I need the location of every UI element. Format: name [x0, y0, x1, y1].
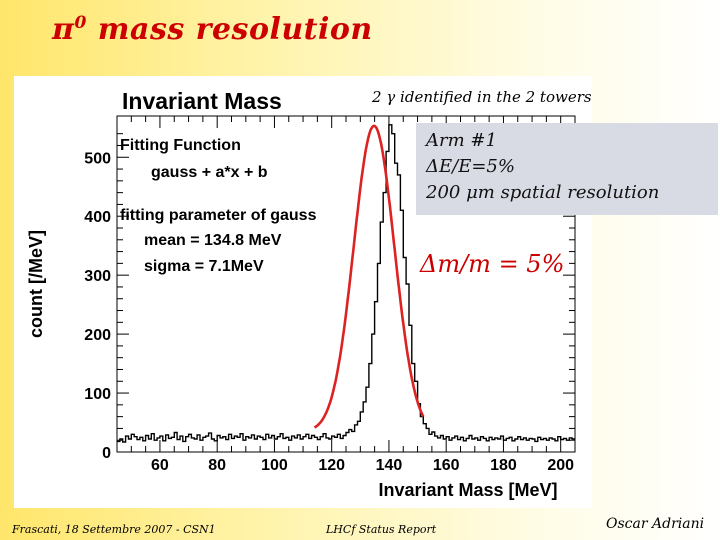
x-tick-label: 160 [433, 457, 460, 474]
title-rest: mass resolution [86, 12, 373, 47]
info-spatial-resolution: 200 μm spatial resolution [426, 182, 660, 203]
axis-tick-labels: 60 80 100 120 140 160 180 200 0 100 200 300 400 500 [84, 150, 574, 474]
chart-title: Invariant Mass [122, 88, 282, 114]
fit-info-legend: Fitting Function gauss + a*x + b fitting… [120, 137, 317, 275]
x-tick-label: 200 [547, 457, 574, 474]
x-tick-label: 100 [261, 457, 288, 474]
title-pi: π [52, 12, 75, 47]
y-tick-label: 400 [84, 209, 111, 226]
slide-title: π0 mass resolution [52, 12, 373, 47]
gauss-fit-curve [313, 124, 425, 429]
y-tick-label: 300 [84, 268, 111, 285]
y-tick-label: 500 [84, 150, 111, 167]
y-tick-label: 100 [84, 386, 111, 403]
histogram-series [117, 124, 575, 443]
y-tick-label: 0 [102, 445, 111, 462]
x-tick-label: 180 [490, 457, 517, 474]
detector-info-box: Arm #1 ΔE/E=5% 200 μm spatial resolution [416, 123, 718, 215]
footer-report: LHCf Status Report [326, 523, 437, 536]
fit-function-formula: gauss + a*x + b [151, 164, 268, 181]
mass-resolution-result: Δm/m = 5% [420, 250, 565, 278]
fit-mean: mean = 134.8 MeV [144, 232, 282, 249]
title-superscript: 0 [74, 13, 87, 33]
x-tick-label: 80 [208, 457, 226, 474]
photon-note: 2 γ identified in the 2 towers [372, 88, 592, 106]
y-tick-label: 200 [84, 327, 111, 344]
fit-sigma: sigma = 7.1MeV [144, 258, 264, 275]
x-axis-label: Invariant Mass [MeV] [378, 480, 557, 500]
x-tick-label: 140 [376, 457, 403, 474]
info-energy-resolution: ΔE/E=5% [426, 156, 515, 177]
y-axis-label: count [/MeV] [26, 230, 46, 338]
x-tick-label: 120 [318, 457, 345, 474]
x-tick-label: 60 [151, 457, 169, 474]
footer-author: Oscar Adriani [606, 516, 705, 532]
info-arm: Arm #1 [426, 130, 497, 151]
footer-event: Frascati, 18 Settembre 2007 - CSN1 [12, 523, 216, 536]
fit-function-heading: Fitting Function [120, 137, 241, 154]
fit-parameter-heading: fitting parameter of gauss [120, 207, 317, 224]
